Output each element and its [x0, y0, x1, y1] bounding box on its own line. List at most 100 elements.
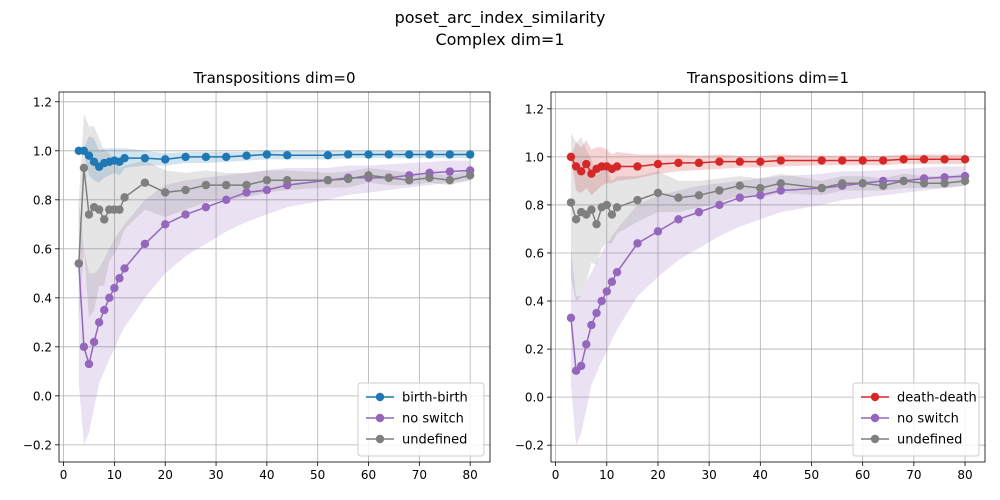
- data-point-undefined: [425, 173, 434, 182]
- data-point-undefined: [612, 203, 622, 212]
- data-point-birth-birth: [465, 150, 475, 159]
- data-point-undefined: [607, 210, 617, 219]
- y-tick-label: 1.0: [33, 144, 52, 158]
- y-tick-label: 0.8: [33, 193, 52, 207]
- data-point-undefined: [181, 185, 190, 195]
- y-tick-label: 0.6: [525, 246, 544, 260]
- data-point-no-switch: [201, 202, 211, 212]
- x-tick-label: 0: [552, 468, 560, 482]
- x-tick-label: 0: [60, 468, 68, 482]
- data-point-birth-birth: [425, 150, 434, 159]
- data-point-no-switch: [110, 283, 119, 293]
- data-point-undefined: [715, 186, 724, 195]
- x-tick-label: 40: [259, 468, 274, 482]
- data-point-birth-birth: [323, 151, 333, 160]
- data-point-undefined: [283, 176, 292, 185]
- x-tick-label: 60: [855, 468, 870, 482]
- x-tick-label: 50: [804, 468, 819, 482]
- legend-label: birth-birth: [402, 391, 468, 406]
- right-series-group: [566, 132, 970, 446]
- data-point-death-death: [633, 162, 642, 171]
- data-point-death-death: [776, 156, 785, 165]
- data-point-no-switch: [653, 227, 663, 236]
- legend-label: undefined: [402, 433, 467, 448]
- data-point-undefined: [84, 210, 94, 219]
- legend-box: [852, 382, 980, 457]
- data-point-birth-birth: [222, 152, 231, 162]
- data-point-death-death: [576, 167, 586, 176]
- y-tick-label: −0.2: [515, 439, 544, 453]
- left-y-axis: −0.2 0.0 0.2 0.4 0.6 0.8 1.0 1.2: [23, 95, 59, 452]
- x-tick-label: 30: [208, 468, 223, 482]
- confidence-band-no-switch: [570, 166, 966, 446]
- data-point-birth-birth: [384, 150, 394, 159]
- data-point-undefined: [242, 180, 251, 190]
- data-point-undefined: [140, 178, 150, 187]
- data-point-undefined: [201, 180, 211, 190]
- data-point-no-switch: [262, 185, 272, 195]
- data-point-death-death: [735, 157, 745, 166]
- data-point-no-switch: [694, 207, 704, 217]
- legend-label: no switch: [402, 412, 464, 427]
- x-tick-label: 80: [957, 468, 972, 482]
- legend-swatch-marker: [375, 434, 385, 444]
- data-point-undefined: [323, 176, 333, 185]
- data-point-death-death: [940, 155, 949, 164]
- legend-swatch-marker: [375, 413, 385, 423]
- data-point-undefined: [262, 176, 272, 185]
- data-point-birth-birth: [120, 153, 129, 163]
- data-point-undefined: [602, 200, 611, 210]
- data-point-undefined: [838, 179, 847, 188]
- y-tick-label: 0.4: [525, 295, 544, 309]
- x-tick-label: 20: [650, 468, 665, 482]
- legend-item-no-switch: no switch: [366, 412, 464, 427]
- data-point-undefined: [364, 171, 373, 180]
- data-point-death-death: [694, 158, 704, 168]
- data-point-no-switch: [140, 239, 150, 249]
- x-tick-label: 50: [310, 468, 325, 482]
- data-point-death-death: [960, 155, 970, 164]
- data-point-undefined: [694, 191, 704, 200]
- y-tick-label: 0.0: [33, 389, 52, 403]
- confidence-band-no-switch: [78, 160, 471, 445]
- data-point-death-death: [919, 155, 929, 164]
- data-point-undefined: [115, 205, 124, 214]
- data-point-death-death: [582, 159, 591, 169]
- y-tick-label: 0.2: [33, 340, 52, 354]
- data-point-death-death: [612, 162, 622, 171]
- data-point-undefined: [222, 180, 231, 190]
- right-y-axis: −0.2 0.0 0.2 0.4 0.6 0.8 1.0 1.2: [515, 102, 551, 453]
- x-tick-label: 10: [599, 468, 614, 482]
- data-point-death-death: [878, 156, 888, 165]
- data-point-undefined: [674, 193, 683, 202]
- left-series-group: [74, 114, 475, 445]
- data-point-birth-birth: [140, 153, 150, 163]
- data-point-no-switch: [674, 215, 683, 224]
- data-point-birth-birth: [242, 151, 251, 160]
- data-point-no-switch: [100, 305, 109, 315]
- data-point-undefined: [384, 173, 394, 182]
- data-point-no-switch: [612, 267, 622, 277]
- legend-label: no switch: [897, 412, 959, 427]
- data-point-undefined: [633, 195, 642, 205]
- legend-label: undefined: [897, 433, 962, 448]
- y-tick-label: 1.2: [525, 102, 544, 116]
- data-point-no-switch: [181, 210, 190, 219]
- x-tick-label: 10: [107, 468, 122, 482]
- data-point-no-switch: [597, 296, 606, 306]
- data-point-no-switch: [715, 200, 724, 210]
- data-point-no-switch: [566, 313, 576, 323]
- y-tick-label: 0.2: [525, 343, 544, 357]
- data-point-no-switch: [94, 318, 104, 327]
- data-point-death-death: [838, 156, 847, 165]
- right-legend: death-death no switch undefined: [852, 382, 980, 457]
- data-point-undefined: [940, 179, 949, 188]
- data-point-no-switch: [582, 340, 591, 349]
- left-chart-panel: Transpositions dim=0 0 10 20 30 40 50 60 70 80 −0…: [23, 69, 491, 482]
- data-point-undefined: [756, 183, 765, 193]
- data-point-no-switch: [735, 193, 745, 202]
- data-point-undefined: [776, 179, 785, 188]
- confidence-band-death-death: [570, 140, 966, 196]
- x-tick-label: 40: [753, 468, 768, 482]
